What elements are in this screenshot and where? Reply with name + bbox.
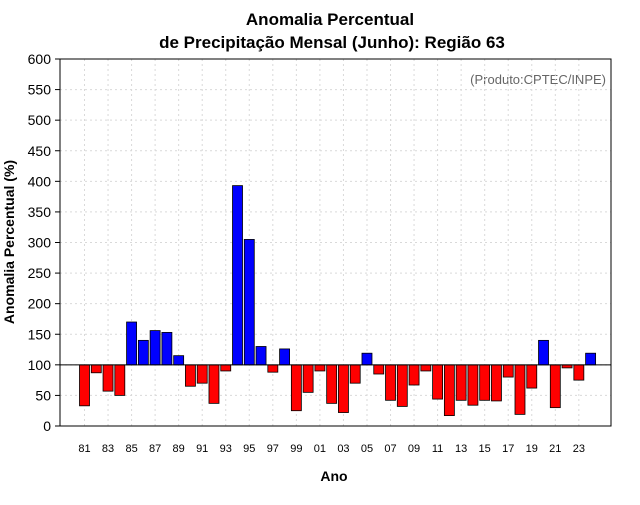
bar-24 [585,352,597,366]
bar-05 [361,352,373,366]
y-tick-label: 450 [28,143,52,159]
x-tick-label: 01 [314,443,326,455]
bar-23 [573,364,585,381]
bar-18 [514,364,526,415]
bar-96 [255,346,267,366]
bar-09 [408,364,420,386]
x-tick-label: 09 [408,443,420,455]
bar-93 [220,364,232,372]
bar-02 [326,364,338,404]
bar-03 [338,364,349,413]
bar-21 [549,364,561,409]
x-tick-label: 81 [78,443,90,455]
x-tick-label: 87 [149,443,161,455]
y-tick-label: 150 [28,326,52,342]
bar-06 [373,364,385,375]
x-tick-label: 11 [432,443,443,455]
bar-95 [243,239,255,366]
bar-00 [302,364,314,393]
x-tick-label: 97 [267,443,279,455]
chart-title-line2: de Precipitação Mensal (Junho): Região 6… [159,33,505,52]
x-tick-label: 85 [125,443,137,455]
bar-87 [149,330,161,366]
bar-08 [396,364,408,407]
bar-07 [385,364,396,401]
bar-83 [102,364,114,392]
bar-82 [90,364,102,374]
bar-14 [467,364,479,406]
bar-99 [290,364,302,412]
x-tick-label: 03 [337,443,349,455]
bar-98 [279,348,290,366]
x-axis-label: Ano [320,468,347,484]
bar-85 [126,321,137,366]
bar-12 [443,364,455,417]
x-tick-label: 21 [549,443,561,455]
bar-86 [137,339,149,366]
x-tick-label: 19 [526,443,538,455]
x-tick-label: 17 [502,443,514,455]
bar-92 [208,364,220,404]
x-tick-label: 95 [243,443,255,455]
bar-89 [173,355,185,366]
x-tick-label: 07 [384,443,396,455]
bar-88 [161,332,173,366]
bar-97 [267,364,279,373]
y-tick-label: 600 [28,51,52,67]
x-tick-label: 23 [573,443,585,455]
bar-01 [314,364,326,372]
x-tick-label: 05 [361,443,373,455]
y-tick-label: 100 [28,357,52,373]
y-tick-label: 300 [28,235,52,251]
x-tick-label: 93 [220,443,232,455]
y-tick-label: 400 [28,173,52,189]
bar-84 [114,364,126,396]
x-tick-label: 91 [196,443,208,455]
bar-20 [538,339,549,366]
y-tick-label: 550 [28,82,52,98]
bar-13 [455,364,467,401]
y-axis-label: Anomalia Percentual (%) [1,160,17,324]
x-tick-label: 99 [290,443,302,455]
bar-16 [491,364,502,402]
y-tick-label: 500 [28,112,52,128]
y-tick-label: 250 [28,265,52,281]
bar-81 [79,364,90,407]
bar-91 [196,364,208,384]
bars [60,185,611,417]
x-tick-label: 15 [479,443,491,455]
plot-frame [59,58,612,427]
y-tick-label: 350 [28,204,52,220]
credit-text: (Produto:CPTEC/INPE) [470,72,606,87]
bar-19 [526,364,538,389]
bar-11 [432,364,444,400]
x-tick-label: 89 [173,443,185,455]
chart-title-line1: Anomalia Percentual [246,10,414,29]
y-tick-label: 50 [35,387,51,403]
bar-10 [420,364,432,372]
bar-17 [502,364,514,378]
x-tick-label: 13 [455,443,467,455]
bar-90 [185,364,196,387]
y-tick-label: 0 [43,418,51,434]
bar-04 [349,364,361,384]
bar-94 [232,185,243,366]
bar-15 [479,364,491,401]
x-tick-label: 83 [102,443,114,455]
y-tick-label: 200 [28,296,52,312]
